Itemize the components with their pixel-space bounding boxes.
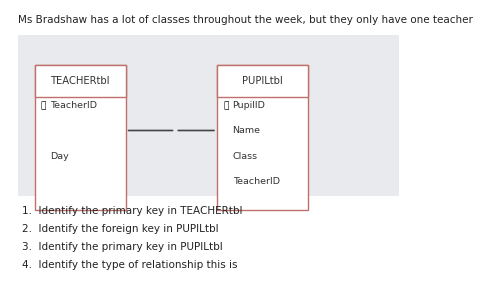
Text: 1.  Identify the primary key in TEACHERtbl: 1. Identify the primary key in TEACHERtb… <box>22 206 242 216</box>
Text: Name: Name <box>232 126 260 135</box>
FancyBboxPatch shape <box>217 65 308 97</box>
Text: PUPILtbl: PUPILtbl <box>242 76 283 86</box>
Text: TEACHERtbl: TEACHERtbl <box>50 76 110 86</box>
Text: 4.  Identify the type of relationship this is: 4. Identify the type of relationship thi… <box>22 260 238 270</box>
FancyBboxPatch shape <box>34 65 126 210</box>
Text: 3.  Identify the primary key in PUPILtbl: 3. Identify the primary key in PUPILtbl <box>22 242 223 252</box>
FancyBboxPatch shape <box>18 35 399 196</box>
FancyBboxPatch shape <box>34 65 126 97</box>
Text: TeacherID: TeacherID <box>232 177 280 186</box>
Text: Class: Class <box>232 152 258 161</box>
Text: TeacherID: TeacherID <box>50 101 98 110</box>
Text: 2.  Identify the foreign key in PUPILtbl: 2. Identify the foreign key in PUPILtbl <box>22 224 218 234</box>
Text: PupilID: PupilID <box>232 101 266 110</box>
Text: Day: Day <box>50 152 69 161</box>
Text: Ms Bradshaw has a lot of classes throughout the week, but they only have one tea: Ms Bradshaw has a lot of classes through… <box>18 15 473 25</box>
Text: 🔑: 🔑 <box>41 101 46 110</box>
FancyBboxPatch shape <box>217 65 308 210</box>
Text: 🔑: 🔑 <box>223 101 228 110</box>
